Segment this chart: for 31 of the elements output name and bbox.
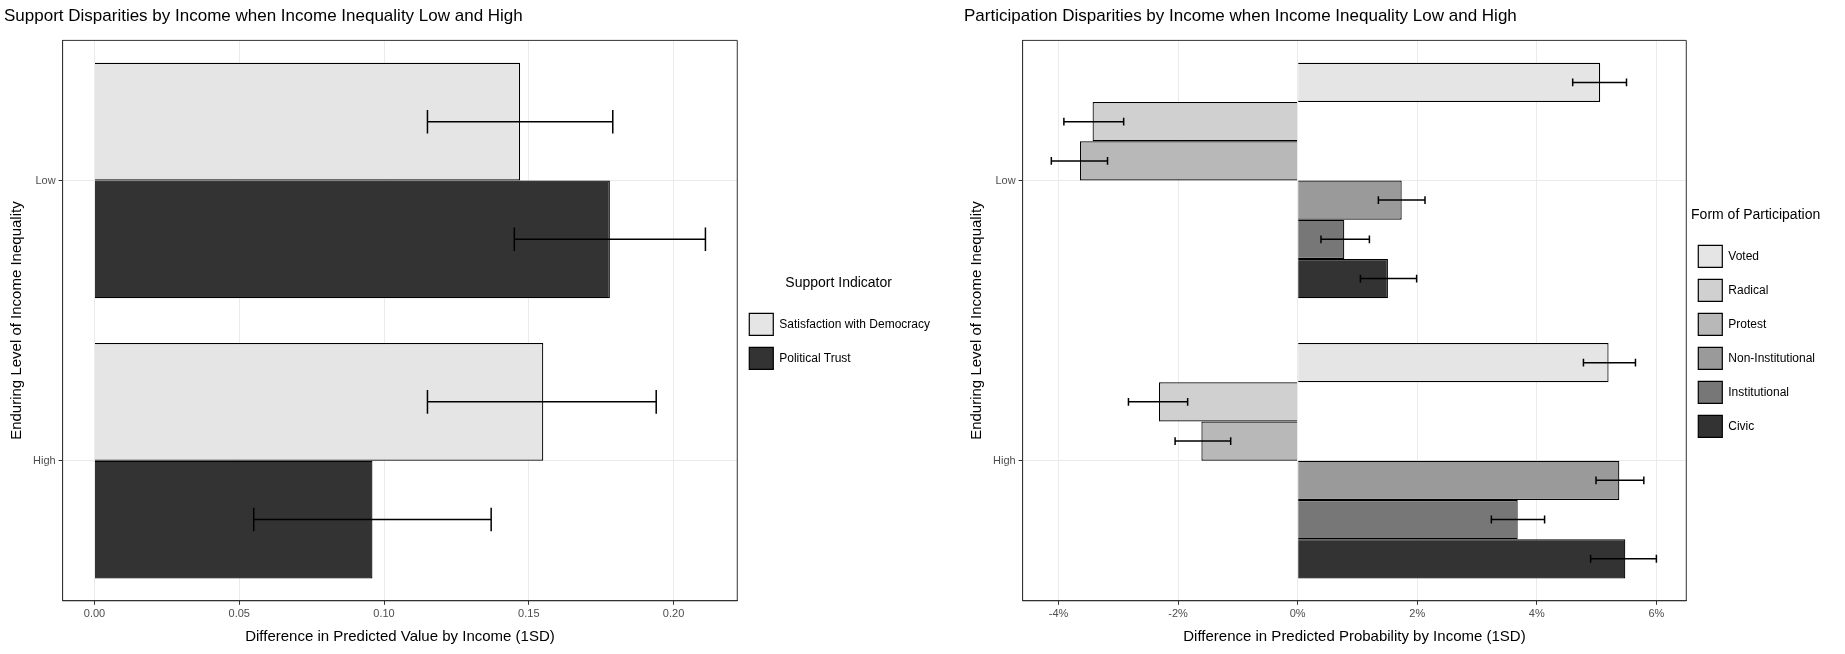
legend-title: Form of Participation	[1691, 206, 1821, 223]
legend-label: Civic	[1728, 418, 1755, 433]
x-tick-label: 6%	[1648, 607, 1665, 620]
x-tick-label: 0.10	[373, 607, 395, 620]
x-tick-label: 2%	[1409, 607, 1426, 620]
x-axis-title: Difference in Predicted Probability by Income (1SD)	[1183, 627, 1526, 645]
x-tick-label: 0%	[1289, 607, 1306, 620]
x-tick-label: 4%	[1528, 607, 1545, 620]
x-tick-label: -2%	[1168, 607, 1189, 620]
x-axis-title: Difference in Predicted Value by Income (1SD)	[245, 627, 555, 645]
legend-label: Voted	[1728, 248, 1759, 263]
y-tick-label: Low	[35, 173, 56, 186]
y-axis-title: Enduring Level of Income Inequality	[7, 200, 25, 440]
y-tick-label: Low	[995, 173, 1016, 186]
legend-label: Political Trust	[779, 350, 852, 365]
x-tick-label: 0.20	[662, 607, 685, 620]
legend-label: Protest	[1728, 316, 1767, 331]
legend-label: Non-Institutional	[1728, 350, 1816, 365]
x-tick-label: 0.15	[518, 607, 540, 620]
x-tick-label: 0.00	[83, 607, 106, 620]
y-axis-title: Enduring Level of Income Inequality	[967, 200, 985, 440]
y-tick-label: High	[33, 453, 56, 466]
x-tick-label: -4%	[1048, 607, 1069, 620]
legend-title: Support Indicator	[785, 274, 893, 291]
chart-title: Support Disparities by Income when Income Inequality Low and High	[4, 5, 523, 25]
chart-title: Participation Disparities by Income when Income Inequality Low and High	[964, 5, 1517, 25]
y-tick-label: High	[993, 453, 1016, 466]
legend-label: Radical	[1728, 282, 1769, 297]
legend-label: Satisfaction with Democracy	[779, 316, 931, 331]
legend-label: Institutional	[1728, 384, 1789, 399]
x-tick-label: 0.05	[228, 607, 250, 620]
